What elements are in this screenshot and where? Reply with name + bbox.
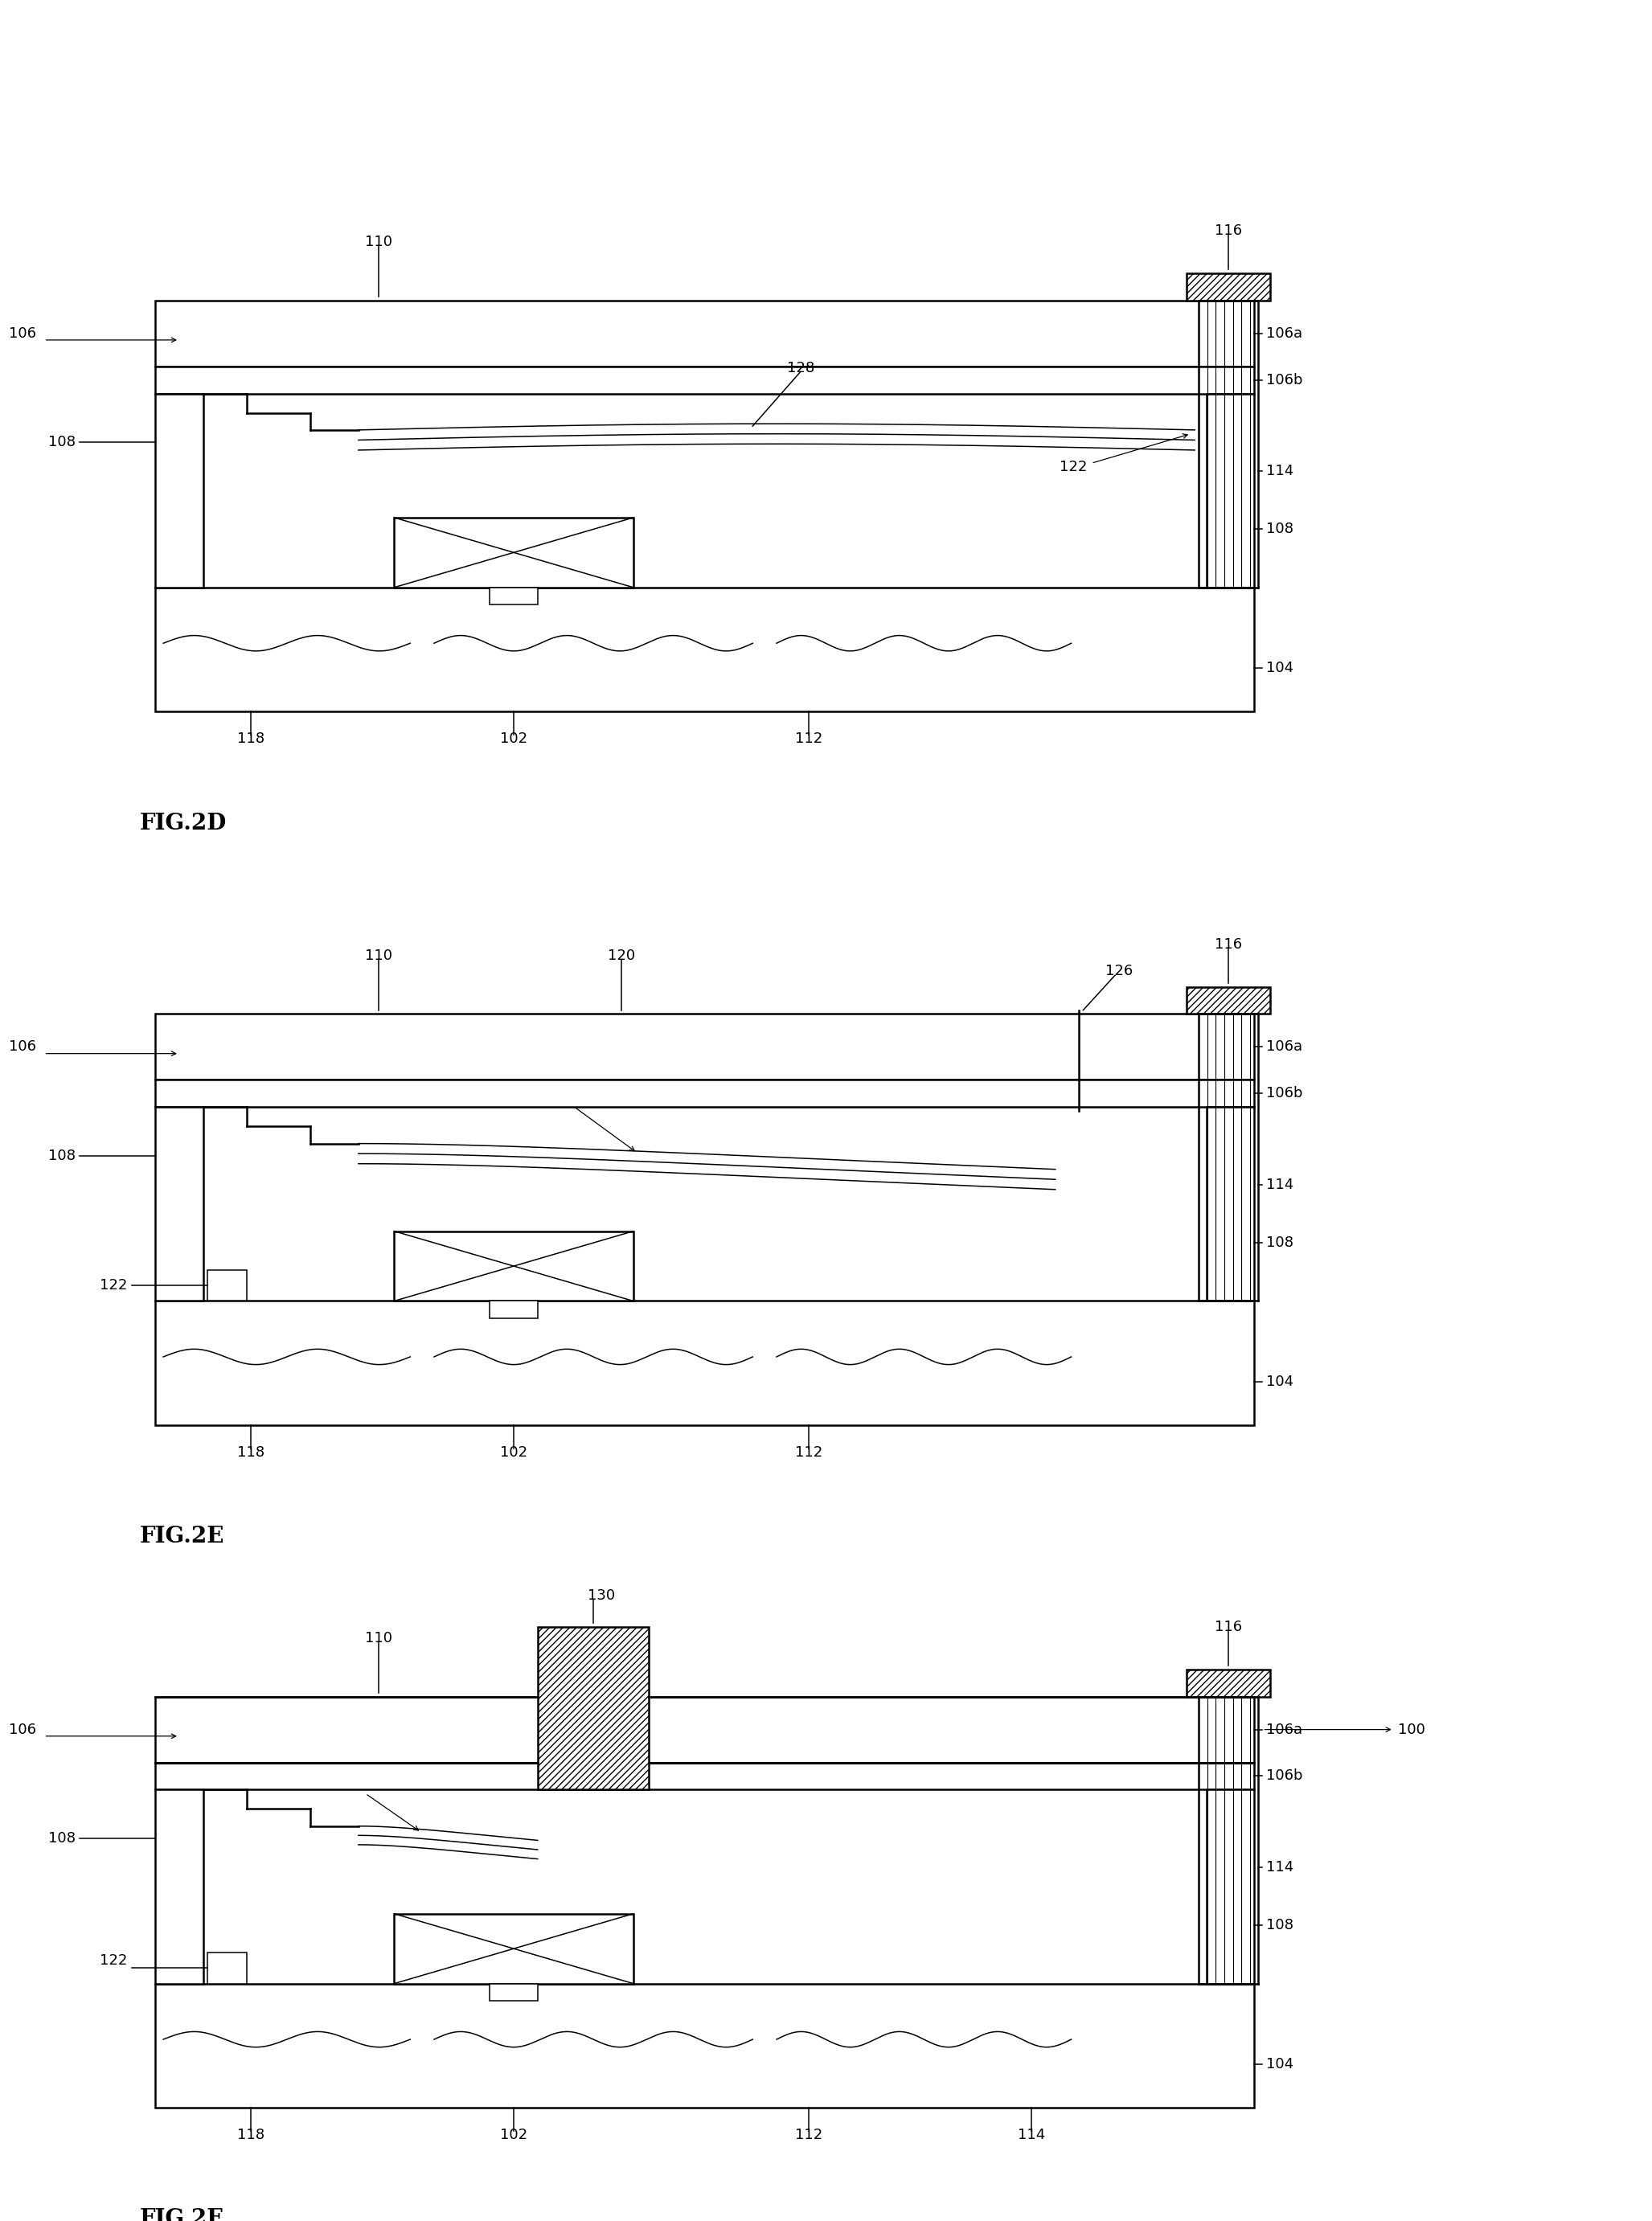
Text: 118: 118	[238, 731, 264, 746]
Text: 104: 104	[1267, 662, 1294, 675]
Text: 106: 106	[8, 1039, 36, 1055]
Bar	[395, 517, 633, 586]
Bar	[206, 1952, 246, 1983]
Text: 108: 108	[48, 435, 76, 449]
Text: 102: 102	[501, 1446, 527, 1459]
Text: 110: 110	[365, 1630, 392, 1646]
Text: 108: 108	[1267, 1919, 1294, 1932]
Bar	[155, 1697, 1254, 1763]
Text: 112: 112	[795, 2128, 823, 2141]
Text: 106b: 106b	[1267, 373, 1303, 386]
Bar	[155, 1079, 1254, 1106]
Text: 108: 108	[1267, 1235, 1294, 1250]
Bar	[155, 586, 1254, 711]
Bar	[395, 1230, 633, 1302]
Text: 114: 114	[1018, 2128, 1046, 2141]
Text: FIG.2E: FIG.2E	[139, 1526, 225, 1548]
Bar	[395, 1915, 633, 1983]
Bar	[1186, 1670, 1270, 1697]
Text: 106: 106	[8, 1721, 36, 1737]
Text: 104: 104	[1267, 2057, 1294, 2072]
Text: 130: 130	[588, 1588, 615, 1604]
Text: 122: 122	[1059, 460, 1087, 475]
Text: 122: 122	[99, 1952, 127, 1968]
Text: 110: 110	[365, 948, 392, 964]
Text: 116: 116	[1214, 1619, 1242, 1635]
Text: 106a: 106a	[1267, 1721, 1303, 1737]
Text: 108: 108	[1267, 522, 1294, 537]
Bar	[155, 1983, 1254, 2108]
Bar	[155, 300, 1254, 366]
Text: 118: 118	[238, 1446, 264, 1459]
Text: 114: 114	[1267, 464, 1294, 478]
Text: 106a: 106a	[1267, 326, 1303, 340]
Text: 114: 114	[1267, 1859, 1294, 1875]
Text: 100: 100	[1398, 1721, 1426, 1737]
Text: 108: 108	[48, 1830, 76, 1846]
Text: 112: 112	[795, 731, 823, 746]
Text: 106: 106	[8, 326, 36, 340]
Text: FIG.2D: FIG.2D	[139, 813, 226, 835]
Bar	[491, 1983, 537, 2001]
Text: 116: 116	[1214, 937, 1242, 951]
Text: 102: 102	[501, 731, 527, 746]
Text: 106b: 106b	[1267, 1768, 1303, 1783]
Text: 110: 110	[365, 235, 392, 249]
Text: 102: 102	[501, 2128, 527, 2141]
Text: 120: 120	[608, 948, 634, 964]
Bar	[155, 1106, 203, 1302]
Bar	[155, 1763, 1254, 1790]
Bar	[155, 366, 1254, 393]
Bar	[155, 393, 203, 586]
Text: 118: 118	[238, 2128, 264, 2141]
Bar	[491, 1302, 537, 1317]
Bar	[1206, 1790, 1254, 1983]
Bar	[155, 1015, 1254, 1079]
Text: 114: 114	[1267, 1177, 1294, 1193]
Bar	[491, 586, 537, 604]
Bar	[155, 1790, 203, 1983]
Bar	[206, 1270, 246, 1302]
Bar	[1206, 393, 1254, 586]
Text: 128: 128	[786, 360, 814, 375]
Text: 112: 112	[795, 1446, 823, 1459]
Text: 106b: 106b	[1267, 1086, 1303, 1102]
Text: 116: 116	[1214, 224, 1242, 238]
Bar	[155, 1302, 1254, 1426]
Bar	[1186, 986, 1270, 1015]
Bar	[537, 1626, 649, 1790]
Bar	[1186, 273, 1270, 300]
Text: FIG.2F: FIG.2F	[139, 2208, 223, 2221]
Text: 122: 122	[99, 1279, 127, 1293]
Text: 108: 108	[48, 1148, 76, 1164]
Text: 106a: 106a	[1267, 1039, 1303, 1055]
Text: 126: 126	[1105, 964, 1133, 979]
Bar	[1206, 1106, 1254, 1302]
Text: 104: 104	[1267, 1375, 1294, 1388]
